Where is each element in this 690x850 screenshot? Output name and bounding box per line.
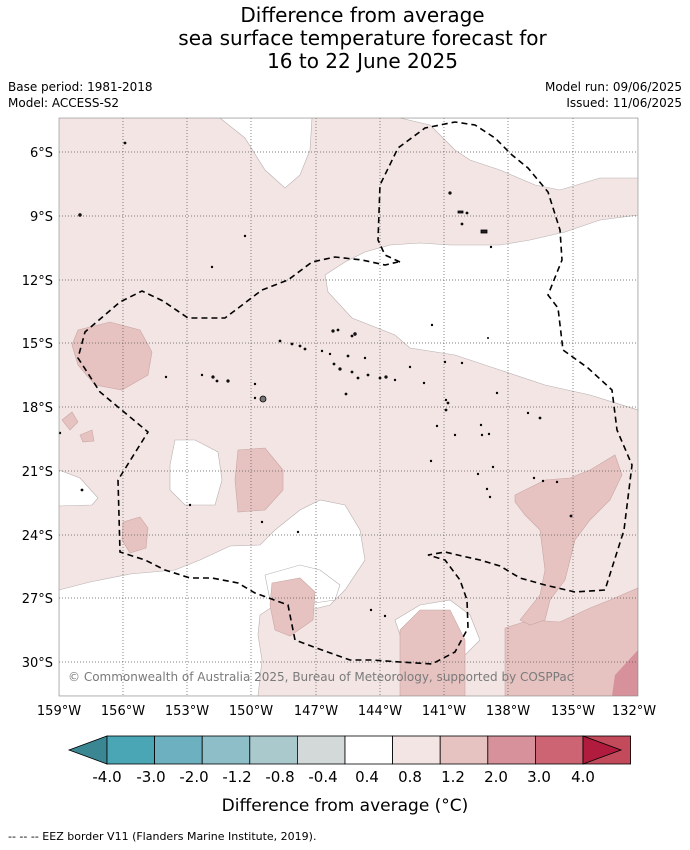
colorbar-tick-label: 1.2: [441, 768, 465, 786]
anomaly-0.8-1.2-regions: [61, 321, 638, 696]
lon-label: 159°W: [37, 704, 81, 719]
colorbar-tick-label: -4.0: [92, 768, 121, 786]
colorbar-tick-label: 3.0: [527, 768, 551, 786]
colorbar-tick-label: -3.0: [136, 768, 165, 786]
lon-label: 138°W: [486, 704, 530, 719]
lon-label: 135°W: [551, 704, 595, 719]
lat-label: 18°S: [22, 401, 53, 416]
colorbar-swatch: [487, 735, 536, 765]
colorbar-title: Difference from average (°C): [222, 796, 469, 816]
colorbar-tick-label: -2.0: [179, 768, 208, 786]
issued-date: Issued: 11/06/2025: [566, 96, 682, 110]
model-run: Model run: 09/06/2025: [544, 80, 682, 94]
colorbar-tick-label: -1.2: [222, 768, 251, 786]
colorbar-swatch: [249, 735, 298, 765]
colorbar-tick-label: -0.8: [265, 768, 294, 786]
lon-label: 153°W: [165, 704, 209, 719]
colorbar-swatch: [392, 735, 441, 765]
colorbar-swatch: [201, 735, 251, 765]
latitude-labels: 6°S 9°S 12°S 15°S 18°S 21°S 24°S 27°S 30…: [22, 146, 53, 671]
lat-label: 21°S: [22, 465, 53, 480]
title-line-1: Difference from average: [240, 3, 485, 27]
colorbar-tick-label: -0.4: [308, 768, 337, 786]
lat-label: 12°S: [22, 274, 53, 289]
colorbar-swatch: [535, 735, 584, 765]
copyright-text: © Commonwealth of Australia 2025, Bureau…: [68, 670, 573, 684]
lon-label: 147°W: [294, 704, 338, 719]
colorbar-swatch: [344, 735, 393, 765]
islands: [59, 141, 573, 618]
eez-legend-note: -- -- -- EEZ border V11 (Flanders Marine…: [8, 830, 317, 843]
lat-label: 9°S: [30, 210, 53, 225]
colorbar-extension-high: [582, 735, 623, 765]
lat-label: 24°S: [22, 529, 53, 544]
colorbar-tick-label: 0.4: [355, 768, 379, 786]
eez-borders: [77, 121, 633, 665]
colorbar-swatch: [296, 735, 346, 765]
colorbar-extension-low: [67, 735, 108, 765]
map-title: Difference from average sea surface temp…: [0, 4, 690, 73]
meta-right: Model run: 09/06/2025 Issued: 11/06/2025: [545, 79, 682, 111]
map-gridlines: [59, 118, 638, 696]
title-line-2: sea surface temperature forecast for: [178, 26, 547, 50]
lon-label: 156°W: [101, 704, 145, 719]
base-period: Base period: 1981-2018: [8, 80, 153, 94]
model-name: Model: ACCESS-S2: [8, 96, 120, 110]
colorbar-tick-label: 0.8: [398, 768, 422, 786]
colorbar-tick-label: 2.0: [484, 768, 508, 786]
lon-label: 144°W: [358, 704, 402, 719]
colorbar-swatch: [439, 735, 489, 765]
meta-left: Base period: 1981-2018 Model: ACCESS-S2: [8, 79, 153, 111]
longitude-labels: 159°W 156°W 153°W 150°W 147°W 144°W 141°…: [37, 704, 656, 719]
map-frame: [58, 117, 639, 697]
lon-label: 141°W: [422, 704, 466, 719]
sst-map: © Commonwealth of Australia 2025, Bureau…: [59, 118, 638, 696]
anomaly-1.2-2.0-region: [612, 650, 638, 696]
colorbar-tick-label: 4.0: [571, 768, 595, 786]
colorbar: [67, 735, 631, 765]
lat-label: 27°S: [22, 592, 53, 607]
lon-label: 132°W: [612, 704, 656, 719]
title-line-3: 16 to 22 June 2025: [267, 49, 458, 73]
lat-label: 30°S: [22, 656, 53, 671]
colorbar-swatch: [106, 735, 155, 765]
lat-label: 15°S: [22, 337, 53, 352]
colorbar-swatch: [154, 735, 203, 765]
colorbar-tick-labels: -4.0 -3.0 -2.0 -1.2 -0.8 -0.4 0.4 0.8 1.…: [92, 768, 595, 786]
lat-label: 6°S: [30, 146, 53, 161]
lon-label: 150°W: [229, 704, 273, 719]
